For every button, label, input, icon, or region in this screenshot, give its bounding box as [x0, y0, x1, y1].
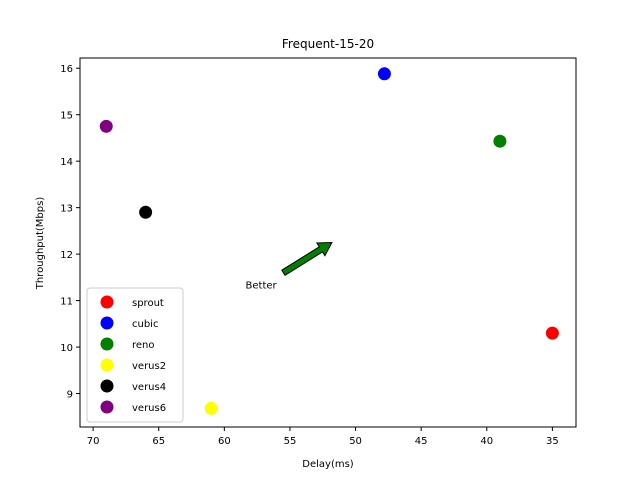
legend-marker-reno [100, 337, 114, 351]
legend-marker-verus4 [100, 379, 114, 393]
x-axis-title: Delay(ms) [302, 459, 354, 470]
annotation-label: Better [246, 280, 278, 291]
y-tick-label: 13 [60, 204, 73, 215]
annotation-layer: Better [246, 241, 333, 291]
x-tick-label: 50 [349, 436, 362, 447]
x-tick-label: 40 [480, 436, 493, 447]
x-tick-label: 45 [415, 436, 428, 447]
y-tick-label: 14 [60, 157, 73, 168]
data-point-verus2 [204, 401, 218, 415]
legend: sprout cubic reno verus2 verus4 verus6 [86, 287, 184, 423]
legend-marker-cubic [100, 316, 114, 330]
data-point-verus4 [139, 205, 153, 219]
legend-label-verus4: verus4 [132, 382, 166, 393]
data-point-cubic [377, 67, 391, 81]
y-tick-label: 12 [60, 250, 73, 261]
chart-title: Frequent-15-20 [282, 37, 374, 51]
x-tick-label: 60 [218, 436, 231, 447]
y-tick-label: 11 [60, 297, 73, 308]
data-point-reno [493, 134, 507, 148]
data-point-sprout [545, 326, 559, 340]
legend-label-verus6: verus6 [132, 403, 166, 414]
y-tick-label: 15 [60, 111, 73, 122]
y-tick-label: 16 [60, 64, 73, 75]
y-tick-label: 9 [67, 390, 73, 401]
legend-marker-verus2 [100, 358, 114, 372]
legend-label-sprout: sprout [132, 298, 164, 309]
legend-label-verus2: verus2 [132, 361, 166, 372]
plot-frame [79, 57, 577, 428]
better-arrow [281, 241, 333, 276]
y-axis-title: Throughput(Mbps) [35, 197, 46, 291]
data-point-verus6 [99, 119, 113, 133]
y-tick-label: 10 [60, 343, 73, 354]
axes-layer: 70 65 60 55 50 45 40 35 9 10 11 12 13 14 15 16 [60, 57, 577, 447]
marks-layer [99, 67, 559, 415]
x-tick-label: 70 [87, 436, 100, 447]
legend-label-reno: reno [132, 340, 155, 351]
legend-marker-verus6 [100, 400, 114, 414]
x-tick-label: 55 [284, 436, 297, 447]
legend-label-cubic: cubic [132, 319, 158, 330]
legend-marker-sprout [100, 295, 114, 309]
x-tick-label: 65 [152, 436, 165, 447]
x-tick-label: 35 [546, 436, 559, 447]
